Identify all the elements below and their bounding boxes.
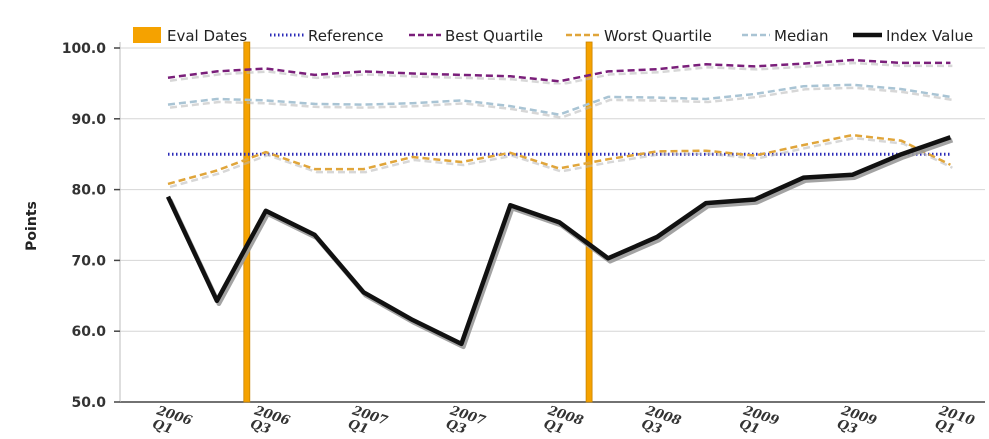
legend-item-worst-quartile: Worst Quartile	[566, 27, 712, 45]
series	[165, 58, 952, 347]
y-tick-label: 60.0	[71, 324, 106, 340]
legend-item-median: Median	[742, 27, 829, 45]
series-worst-quartile	[167, 133, 951, 186]
legend-label: Eval Dates	[167, 27, 247, 45]
legend-label: Best Quartile	[445, 27, 543, 45]
y-tick-label: 80.0	[71, 183, 106, 199]
legend-label: Index Value	[886, 27, 973, 45]
x-tick-quarter: Q1	[150, 417, 174, 438]
legend-item-eval-dates: Eval Dates	[133, 27, 247, 45]
y-tick-label: 100.0	[62, 41, 107, 57]
x-tick-quarter: Q1	[933, 417, 957, 438]
legend-label: Worst Quartile	[604, 27, 712, 45]
y-tick-label: 70.0	[71, 253, 106, 269]
series-index-value-line	[165, 135, 952, 347]
y-tick-label: 50.0	[71, 395, 106, 411]
legend-item-best-quartile: Best Quartile	[409, 27, 543, 45]
series-median-line	[167, 83, 951, 116]
x-tick-quarter: Q1	[737, 417, 761, 438]
series-median-shadow	[167, 83, 951, 116]
x-tick-quarter: Q3	[248, 417, 272, 438]
legend: Eval Dates Reference Best Quartile Worst Qu…	[133, 27, 973, 45]
x-tick-quarter: Q3	[639, 417, 663, 438]
series-index-value-shadow	[165, 135, 952, 347]
eval-date-bar	[585, 41, 593, 403]
y-axis-title: Points	[24, 201, 40, 251]
legend-label: Reference	[308, 27, 384, 45]
series-best-quartile-shadow	[167, 58, 951, 83]
legend-label: Median	[774, 27, 829, 45]
x-tick-quarter: Q3	[835, 417, 859, 438]
legend-item-index-value: Index Value	[853, 27, 973, 45]
grid	[120, 47, 985, 403]
series-median	[167, 83, 951, 116]
series-best-quartile-line	[167, 58, 951, 83]
eval-date-bar	[243, 41, 251, 403]
legend-swatch	[133, 27, 161, 43]
x-tick-quarter: Q3	[444, 417, 468, 438]
series-best-quartile	[167, 58, 951, 83]
series-index-value	[165, 135, 952, 347]
y-tick-label: 90.0	[71, 112, 106, 128]
eval-dates-bars	[243, 41, 593, 403]
series-worst-quartile-line	[167, 133, 951, 186]
x-tick-quarter: Q1	[542, 417, 566, 438]
legend-item-reference: Reference	[270, 27, 384, 45]
x-tick-quarter: Q1	[346, 417, 370, 438]
